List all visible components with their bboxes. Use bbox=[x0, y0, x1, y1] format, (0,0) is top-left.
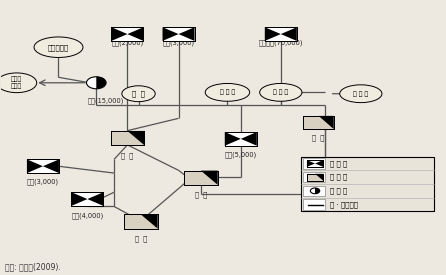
Polygon shape bbox=[225, 132, 241, 146]
Text: 설  양: 설 양 bbox=[194, 192, 207, 198]
Polygon shape bbox=[303, 116, 334, 129]
Polygon shape bbox=[315, 174, 323, 180]
Text: 자료: 태백시(2009).: 자료: 태백시(2009). bbox=[5, 263, 61, 272]
Text: 황지관역(70,000): 황지관역(70,000) bbox=[259, 40, 303, 46]
Text: 달골(4,000): 달골(4,000) bbox=[71, 212, 103, 219]
Text: 정 수 장: 정 수 장 bbox=[330, 160, 347, 167]
Ellipse shape bbox=[205, 83, 250, 101]
Polygon shape bbox=[315, 188, 320, 194]
Polygon shape bbox=[318, 116, 334, 129]
Text: 화전(2,000): 화전(2,000) bbox=[112, 40, 144, 46]
Polygon shape bbox=[225, 132, 257, 146]
Polygon shape bbox=[43, 160, 59, 173]
Text: 정  류: 정 류 bbox=[132, 90, 145, 97]
Polygon shape bbox=[141, 214, 157, 229]
Text: 전 정 막: 전 정 막 bbox=[220, 90, 235, 95]
Ellipse shape bbox=[340, 85, 382, 103]
Polygon shape bbox=[315, 160, 323, 167]
Polygon shape bbox=[87, 192, 103, 206]
Polygon shape bbox=[281, 27, 297, 41]
Text: 원통(3,000): 원통(3,000) bbox=[162, 40, 194, 46]
Polygon shape bbox=[27, 160, 59, 173]
Circle shape bbox=[87, 77, 106, 89]
Polygon shape bbox=[162, 27, 178, 41]
Polygon shape bbox=[201, 170, 218, 185]
Polygon shape bbox=[128, 131, 145, 145]
Polygon shape bbox=[265, 27, 297, 41]
Text: 해리(3,000): 해리(3,000) bbox=[27, 178, 59, 185]
Polygon shape bbox=[178, 27, 194, 41]
Polygon shape bbox=[112, 27, 128, 41]
Polygon shape bbox=[307, 174, 323, 180]
Text: 배 수 지: 배 수 지 bbox=[330, 174, 347, 180]
Polygon shape bbox=[111, 131, 145, 145]
Polygon shape bbox=[27, 160, 43, 173]
Text: 황  지: 황 지 bbox=[121, 152, 133, 159]
Ellipse shape bbox=[122, 86, 155, 102]
Polygon shape bbox=[71, 192, 103, 206]
Polygon shape bbox=[96, 77, 106, 89]
Polygon shape bbox=[71, 192, 87, 206]
Text: 화전취수장: 화전취수장 bbox=[48, 44, 69, 51]
Polygon shape bbox=[265, 27, 281, 41]
Text: 송 · 배수관로: 송 · 배수관로 bbox=[330, 201, 358, 208]
Circle shape bbox=[310, 188, 320, 194]
Polygon shape bbox=[241, 132, 257, 146]
Text: 개 평 동: 개 평 동 bbox=[273, 90, 289, 95]
Ellipse shape bbox=[34, 37, 83, 57]
Polygon shape bbox=[128, 27, 144, 41]
FancyBboxPatch shape bbox=[303, 172, 325, 182]
Text: 분  곡: 분 곡 bbox=[135, 235, 147, 242]
Text: 정선군
영월군: 정선군 영월군 bbox=[11, 77, 22, 89]
Text: 백산(5,000): 백산(5,000) bbox=[225, 151, 257, 158]
Text: 삼 척 시: 삼 척 시 bbox=[353, 91, 368, 97]
FancyBboxPatch shape bbox=[303, 158, 325, 169]
Ellipse shape bbox=[0, 73, 37, 93]
FancyBboxPatch shape bbox=[303, 199, 325, 210]
Ellipse shape bbox=[260, 83, 302, 101]
Polygon shape bbox=[307, 160, 323, 167]
FancyBboxPatch shape bbox=[301, 157, 434, 211]
FancyBboxPatch shape bbox=[303, 186, 325, 196]
Polygon shape bbox=[162, 27, 194, 41]
Polygon shape bbox=[112, 27, 144, 41]
Polygon shape bbox=[184, 170, 218, 185]
Polygon shape bbox=[124, 214, 157, 229]
Text: 중  리: 중 리 bbox=[313, 135, 325, 141]
Text: 가 압 장: 가 압 장 bbox=[330, 188, 347, 194]
Polygon shape bbox=[307, 160, 315, 167]
Text: 화전(15,000): 화전(15,000) bbox=[87, 98, 124, 104]
